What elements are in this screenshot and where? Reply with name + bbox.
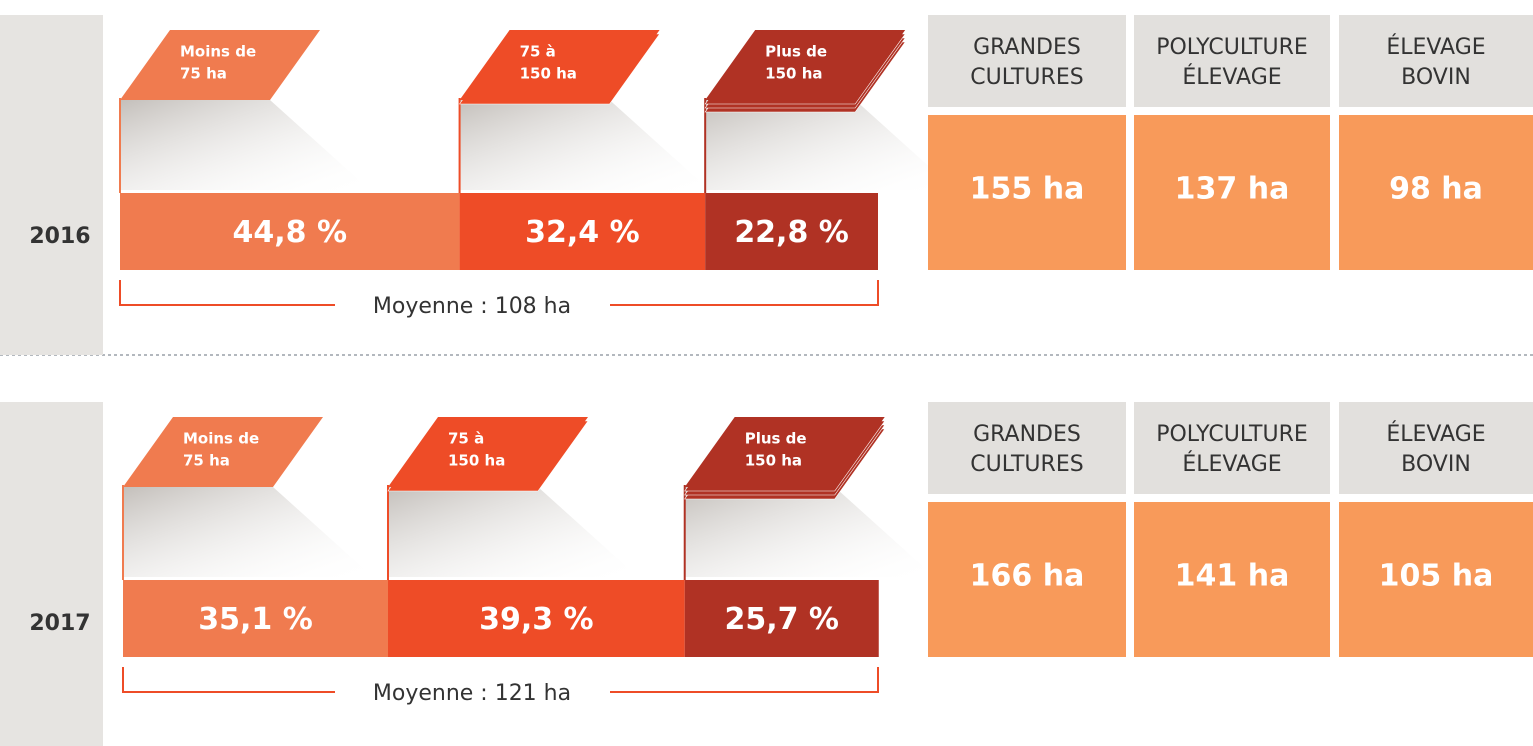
category-name: ÉLEVAGE bbox=[1386, 421, 1485, 447]
plate-label: Plus de bbox=[765, 43, 827, 61]
category-name: ÉLEVAGE bbox=[1386, 34, 1485, 60]
plate-shadow bbox=[123, 487, 373, 577]
plate-shadow bbox=[388, 487, 639, 577]
segment-value: 25,7 % bbox=[724, 602, 839, 637]
category-header bbox=[1339, 402, 1533, 494]
segment-value: 35,1 % bbox=[198, 602, 313, 637]
category-name: BOVIN bbox=[1401, 452, 1471, 477]
category-header bbox=[928, 15, 1126, 107]
category-value: 98 ha bbox=[1389, 172, 1483, 207]
category-cell bbox=[928, 502, 1126, 657]
bracket bbox=[610, 667, 879, 693]
plate bbox=[705, 30, 906, 100]
bracket bbox=[119, 280, 335, 306]
category-name: GRANDES bbox=[973, 422, 1081, 447]
category-name: CULTURES bbox=[970, 452, 1083, 477]
category-name: POLYCULTURE bbox=[1156, 422, 1308, 447]
category-value: 141 ha bbox=[1175, 559, 1290, 594]
year-panel bbox=[0, 15, 103, 355]
category-header bbox=[928, 402, 1126, 494]
plate bbox=[120, 30, 320, 100]
bar-segment bbox=[705, 193, 878, 270]
year-label: 2016 bbox=[29, 224, 90, 249]
segment-value: 22,8 % bbox=[734, 215, 849, 250]
segment-value: 39,3 % bbox=[479, 602, 594, 637]
category-cell bbox=[1134, 502, 1330, 657]
plate-label: 150 ha bbox=[520, 65, 577, 83]
plate-label: 75 à bbox=[520, 43, 556, 61]
category-name: ÉLEVAGE bbox=[1182, 64, 1281, 90]
category-header bbox=[1134, 15, 1330, 107]
plate bbox=[459, 30, 660, 100]
bar-segment bbox=[388, 580, 685, 657]
plate bbox=[684, 417, 885, 487]
bar-segment bbox=[120, 193, 460, 270]
category-value: 105 ha bbox=[1379, 559, 1494, 594]
bar-segment bbox=[459, 193, 706, 270]
plate-label: 75 à bbox=[448, 430, 484, 448]
plate-label: 150 ha bbox=[448, 452, 505, 470]
plate-label: Moins de bbox=[180, 43, 256, 61]
plate-shadow bbox=[684, 487, 935, 577]
category-cell bbox=[1339, 502, 1533, 657]
bracket bbox=[610, 280, 879, 306]
bar-segment bbox=[684, 580, 879, 657]
plate-label: 75 ha bbox=[180, 65, 227, 83]
plate-label: 150 ha bbox=[765, 65, 822, 83]
category-value: 137 ha bbox=[1175, 172, 1290, 207]
category-name: BOVIN bbox=[1401, 65, 1471, 90]
bracket bbox=[122, 667, 335, 693]
plate bbox=[388, 417, 589, 487]
category-name: ÉLEVAGE bbox=[1182, 451, 1281, 477]
segment-value: 32,4 % bbox=[525, 215, 640, 250]
average-label: Moyenne : 108 ha bbox=[373, 294, 571, 319]
plate bbox=[123, 417, 323, 487]
year-label: 2017 bbox=[29, 611, 90, 636]
category-header bbox=[1339, 15, 1533, 107]
average-label: Moyenne : 121 ha bbox=[373, 681, 571, 706]
plate-label: Plus de bbox=[745, 430, 807, 448]
category-cell bbox=[1339, 115, 1533, 270]
segment-value: 44,8 % bbox=[233, 215, 348, 250]
plate-shadow bbox=[459, 100, 710, 190]
plate-shadow bbox=[705, 100, 956, 190]
category-value: 155 ha bbox=[970, 172, 1085, 207]
category-cell bbox=[1134, 115, 1330, 270]
category-value: 166 ha bbox=[970, 559, 1085, 594]
bar-segment bbox=[123, 580, 389, 657]
category-cell bbox=[928, 115, 1126, 270]
plate-label: Moins de bbox=[183, 430, 259, 448]
category-header bbox=[1134, 402, 1330, 494]
plate-shadow bbox=[120, 100, 370, 190]
plate-label: 150 ha bbox=[745, 452, 802, 470]
category-name: POLYCULTURE bbox=[1156, 35, 1308, 60]
year-panel bbox=[0, 402, 103, 746]
plate-label: 75 ha bbox=[183, 452, 230, 470]
category-name: CULTURES bbox=[970, 65, 1083, 90]
category-name: GRANDES bbox=[973, 35, 1081, 60]
